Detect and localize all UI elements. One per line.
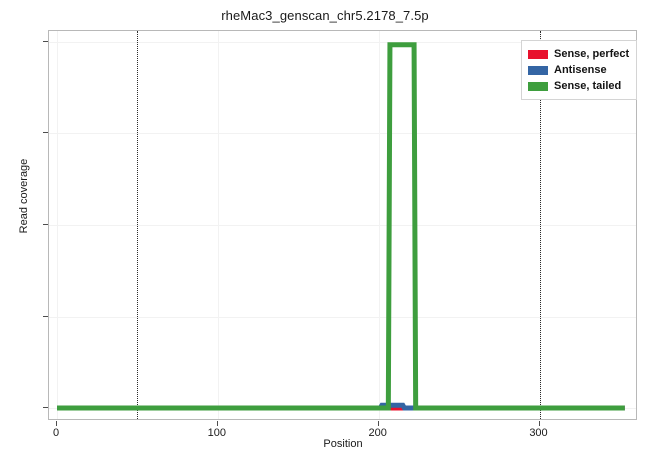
- gridline-vertical: [57, 31, 59, 419]
- gridline-horizontal: [49, 225, 636, 226]
- x-axis-label: Position: [323, 438, 363, 450]
- y-tick-mark: [43, 315, 48, 317]
- y-axis-label: Read coverage: [18, 158, 30, 234]
- legend-item[interactable]: Sense, tailed: [528, 78, 629, 94]
- annotation-vline: [137, 31, 139, 419]
- y-tick-mark: [43, 407, 48, 409]
- x-tick-mark: [538, 421, 540, 426]
- plot-area: [49, 31, 636, 419]
- legend-color-swatch: [528, 49, 548, 59]
- legend-item-label: Sense, perfect: [554, 48, 630, 60]
- gridline-vertical: [378, 31, 380, 419]
- gridline-horizontal: [49, 133, 636, 135]
- x-tick-label: 100: [207, 427, 227, 439]
- legend-item[interactable]: Antisense: [528, 62, 629, 78]
- legend-color-swatch: [528, 65, 548, 75]
- gridline-horizontal: [49, 41, 636, 43]
- x-tick-label: 300: [529, 427, 548, 439]
- legend-color-swatch: [528, 81, 548, 91]
- legend-item-label: Antisense: [554, 64, 607, 76]
- series-layer: [57, 42, 625, 411]
- chart-title: rheMac3_genscan_chr5.2178_7.5p: [221, 8, 429, 23]
- x-tick-label: 200: [368, 427, 387, 439]
- legend-item[interactable]: Sense, perfect: [528, 46, 629, 62]
- y-tick-mark: [43, 132, 48, 134]
- gridline-horizontal: [49, 316, 636, 318]
- legend-item-label: Sense, tailed: [554, 80, 622, 92]
- y-tick-mark: [43, 224, 48, 225]
- x-tick-mark: [56, 421, 58, 426]
- annotation-vline: [539, 31, 541, 419]
- legend: Sense, perfect Antisense Sense, tailed: [521, 40, 638, 100]
- gridline-vertical: [217, 31, 219, 419]
- x-tick-mark: [216, 421, 218, 426]
- x-tick-label: 0: [52, 427, 60, 439]
- y-tick-mark: [43, 40, 48, 42]
- x-tick-mark: [377, 421, 379, 426]
- series-line: [57, 42, 625, 411]
